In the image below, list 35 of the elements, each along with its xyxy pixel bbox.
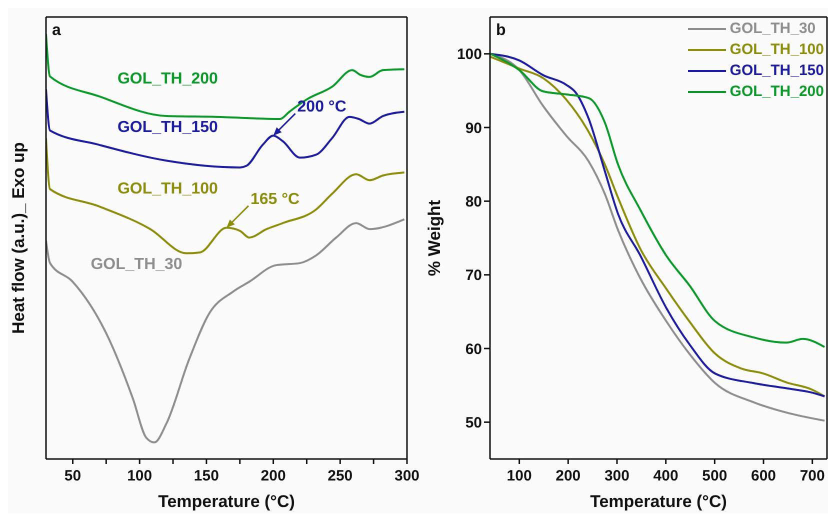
series-label: GOL_TH_30 bbox=[90, 256, 182, 273]
x-tick-label: 700 bbox=[800, 468, 825, 485]
legend-label: GOL_TH_30 bbox=[730, 19, 816, 39]
x-tick-label: 200 bbox=[260, 468, 286, 485]
chart-title: b bbox=[496, 22, 506, 39]
x-tick-label: 150 bbox=[194, 468, 219, 485]
series-label: GOL_TH_100 bbox=[117, 180, 218, 198]
series-label: GOL_TH_150 bbox=[117, 118, 218, 136]
x-tick-label: 100 bbox=[127, 468, 152, 485]
chart-title: a bbox=[52, 22, 61, 39]
y-tick-label: 60 bbox=[465, 340, 482, 358]
x-tick-label: 600 bbox=[750, 468, 776, 485]
y-tick-label: 50 bbox=[465, 414, 482, 432]
x-tick-label: 500 bbox=[702, 468, 728, 485]
x-tick-label: 300 bbox=[604, 468, 630, 485]
x-tick-label: 300 bbox=[394, 468, 420, 485]
x-tick-label: 200 bbox=[556, 468, 581, 485]
x-tick-label: 50 bbox=[64, 468, 82, 485]
annotation: 200 °C bbox=[297, 98, 347, 116]
legend-label: GOL_TH_150 bbox=[730, 61, 824, 81]
x-tick-label: 100 bbox=[506, 468, 532, 485]
annotation: 165 °C bbox=[250, 190, 300, 208]
y-axis-title: Heat flow (a.u.)_ Exo up bbox=[9, 142, 28, 334]
x-tick-label: 400 bbox=[653, 468, 678, 485]
x-axis-title: Temperature (°C) bbox=[158, 492, 295, 511]
x-axis-title: Temperature (°C) bbox=[590, 492, 727, 511]
legend-label: GOL_TH_200 bbox=[730, 82, 824, 102]
y-tick-label: 90 bbox=[465, 120, 482, 137]
series-label: GOL_TH_200 bbox=[117, 70, 218, 88]
y-axis-title: % Weight bbox=[425, 200, 444, 276]
y-tick-label: 80 bbox=[465, 193, 482, 210]
y-tick-label: 100 bbox=[456, 46, 482, 64]
legend-label: GOL_TH_100 bbox=[730, 40, 824, 60]
y-tick-label: 70 bbox=[465, 267, 482, 284]
x-tick-label: 250 bbox=[328, 468, 353, 485]
